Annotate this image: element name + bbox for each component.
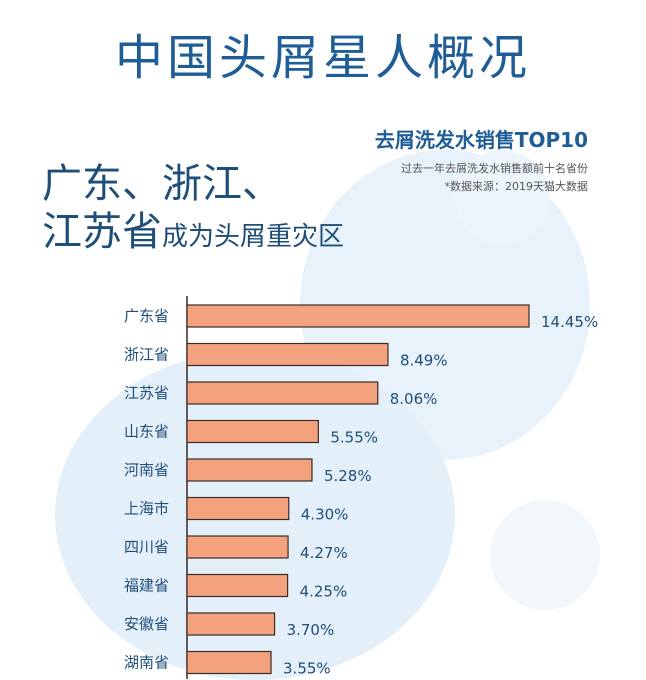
bar <box>186 458 313 482</box>
decorative-bubble <box>490 500 600 610</box>
category-label: 山东省 <box>124 423 169 441</box>
headline-line2: 江苏省成为头屑重灾区 <box>42 208 344 261</box>
value-label: 14.45% <box>541 313 598 331</box>
headline-emphasis: 江苏省 <box>42 209 162 255</box>
category-label: 广东省 <box>124 307 169 325</box>
bar <box>186 304 530 328</box>
category-label: 河南省 <box>124 461 169 479</box>
bar <box>186 342 389 367</box>
value-label: 3.70% <box>287 621 335 639</box>
headline: 广东、浙江、 江苏省成为头屑重灾区 <box>42 160 344 261</box>
headline-line1: 广东、浙江、 <box>42 161 282 207</box>
value-label: 4.25% <box>300 583 348 601</box>
data-source-note: *数据来源：2019天猫大数据 <box>444 180 589 193</box>
category-label: 江苏省 <box>124 384 169 402</box>
bar-chart: 广东省 14.45% 浙江省 8.49% 江苏省 8.06% 山东省 5.55% 河南省 5.28… <box>124 296 598 679</box>
value-label: 4.27% <box>300 544 348 562</box>
category-label: 浙江省 <box>124 346 169 364</box>
bar <box>186 573 289 598</box>
value-label: 8.06% <box>390 390 438 408</box>
bar <box>186 535 289 559</box>
value-label: 5.55% <box>330 429 378 447</box>
value-label: 8.49% <box>400 352 448 370</box>
value-label: 4.30% <box>301 506 349 524</box>
category-label: 福建省 <box>124 577 169 595</box>
category-label: 安徽省 <box>124 615 169 633</box>
chart-note: 过去一年去屑洗发水销售额前十名省份 <box>401 162 588 175</box>
bar <box>186 612 276 636</box>
page-title: 中国头屑星人概况 <box>114 30 531 86</box>
bar <box>186 381 379 405</box>
category-label: 四川省 <box>124 538 169 556</box>
decorative-bubble <box>455 150 550 245</box>
bar <box>186 650 272 675</box>
bar <box>186 496 290 521</box>
value-label: 5.28% <box>324 467 372 485</box>
value-label: 3.55% <box>283 660 331 678</box>
chart-subtitle: 去屑洗发水销售TOP10 <box>374 128 588 152</box>
bar <box>186 419 319 444</box>
category-label: 上海市 <box>124 500 169 518</box>
headline-tail: 成为头屑重灾区 <box>162 222 345 252</box>
category-label: 湖南省 <box>124 654 169 672</box>
